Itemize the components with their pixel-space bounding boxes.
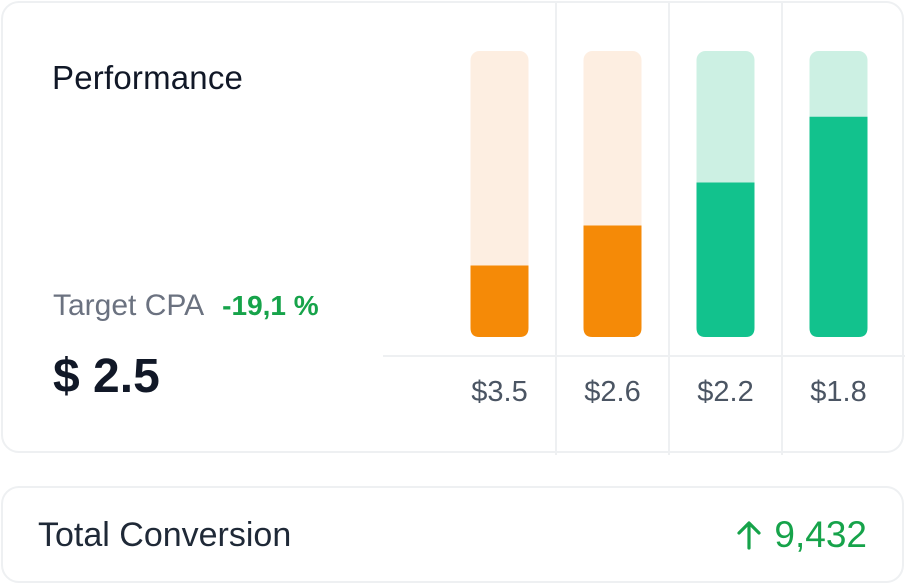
x-tick-label: $1.8: [810, 376, 866, 408]
tick-labels: $3.5 $2.6 $2.2 $1.8: [471, 376, 866, 408]
total-conversion-label: Total Conversion: [38, 516, 292, 554]
target-cpa-change: -19,1 %: [222, 290, 319, 321]
total-conversion-card[interactable]: Total Conversion 9,432: [1, 486, 904, 583]
x-tick-label: $2.2: [697, 376, 753, 408]
total-conversion-value: 9,432: [774, 514, 867, 555]
bar: [809, 116, 868, 337]
target-cpa-label: Target CPA: [53, 289, 205, 322]
bar: [583, 225, 642, 337]
total-conversion-value-group: 9,432: [736, 514, 867, 556]
target-cpa-row: Target CPA -19,1 %: [53, 289, 319, 323]
bars: [470, 116, 868, 337]
performance-title: Performance: [52, 59, 244, 96]
x-tick-label: $3.5: [471, 376, 527, 408]
target-cpa-value: $ 2.5: [53, 350, 160, 403]
bar: [696, 182, 755, 337]
x-tick-label: $2.6: [584, 376, 640, 408]
performance-card: $3.5 $2.6 $2.2 $1.8 Performance Target CPA …: [1, 1, 905, 455]
bar: [470, 265, 529, 337]
chart-grid: [383, 3, 905, 455]
arrow-up-icon: [737, 521, 762, 550]
cpa-bar-chart: $3.5 $2.6 $2.2 $1.8: [383, 3, 905, 455]
